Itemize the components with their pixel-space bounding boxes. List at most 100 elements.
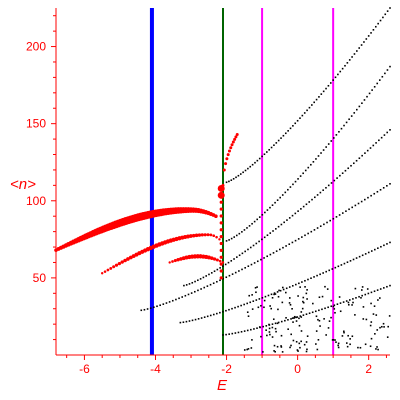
- black-point: [364, 293, 367, 296]
- black-point: [369, 324, 372, 327]
- black-point: [187, 293, 190, 296]
- red-point: [235, 132, 239, 136]
- black-point: [355, 257, 358, 259]
- black-point: [289, 127, 292, 130]
- black-point: [334, 76, 337, 79]
- black-point: [351, 335, 354, 338]
- black-point: [305, 203, 308, 206]
- red-point: [123, 258, 127, 263]
- black-point: [219, 311, 221, 314]
- black-point: [363, 99, 366, 101]
- black-point: [389, 183, 391, 185]
- black-point: [330, 140, 333, 142]
- black-point: [266, 151, 268, 153]
- black-point: [358, 295, 360, 298]
- black-point: [316, 274, 318, 277]
- black-point: [358, 255, 361, 258]
- black-point: [380, 136, 383, 139]
- black-point: [246, 311, 249, 314]
- x-tick-label: 2: [365, 362, 372, 376]
- black-point: [191, 281, 194, 284]
- black-point: [320, 93, 323, 95]
- black-point: [268, 148, 270, 151]
- black-point: [232, 178, 235, 180]
- black-point: [240, 330, 243, 333]
- black-point: [345, 121, 348, 124]
- black-point: [305, 313, 308, 316]
- black-point: [269, 333, 271, 336]
- black-point: [281, 301, 284, 304]
- black-point: [282, 134, 285, 137]
- black-point: [326, 221, 328, 224]
- red-point: [230, 143, 234, 147]
- black-point: [324, 307, 326, 310]
- black-point: [387, 325, 390, 328]
- black-point: [292, 339, 295, 342]
- red-point: [219, 200, 223, 204]
- black-point: [329, 82, 332, 84]
- black-point: [317, 318, 319, 321]
- black-point: [288, 243, 291, 245]
- black-point: [270, 146, 273, 149]
- black-point: [224, 263, 227, 266]
- black-point: [366, 95, 368, 98]
- black-point: [363, 41, 365, 43]
- black-point: [389, 129, 391, 131]
- red-points-group: [54, 132, 239, 280]
- black-point: [280, 345, 282, 347]
- red-point: [229, 146, 233, 150]
- black-point: [297, 350, 299, 352]
- black-point: [200, 317, 203, 319]
- black-point: [298, 317, 300, 320]
- black-point: [258, 157, 261, 160]
- black-point: [253, 262, 256, 264]
- black-point: [352, 298, 354, 300]
- black-point: [325, 186, 327, 189]
- black-point: [298, 342, 301, 345]
- black-point: [382, 322, 385, 325]
- black-point: [203, 316, 206, 318]
- black-point: [302, 296, 305, 299]
- black-point: [357, 346, 359, 349]
- black-point: [357, 202, 360, 205]
- black-point: [333, 137, 335, 139]
- black-point: [314, 196, 316, 199]
- black-point: [350, 164, 352, 167]
- black-point: [247, 315, 250, 317]
- black-point: [251, 222, 253, 225]
- black-point: [330, 316, 332, 319]
- black-point: [342, 301, 345, 303]
- black-point: [247, 265, 250, 267]
- x-tick-label: -6: [79, 362, 90, 376]
- black-point: [292, 183, 294, 186]
- black-point: [264, 295, 267, 298]
- black-point: [318, 96, 320, 98]
- black-point: [347, 301, 350, 304]
- black-point: [354, 287, 357, 290]
- black-point: [348, 59, 351, 61]
- black-point: [233, 236, 236, 238]
- black-point: [298, 282, 300, 285]
- black-point: [289, 186, 292, 188]
- black-point: [338, 130, 340, 133]
- black-point: [239, 173, 242, 175]
- black-point: [321, 295, 324, 298]
- black-point: [295, 283, 297, 286]
- black-point: [376, 346, 378, 348]
- black-point: [277, 295, 280, 298]
- black-point: [346, 261, 349, 264]
- black-point: [341, 172, 344, 174]
- black-point: [243, 330, 246, 332]
- black-point: [324, 285, 326, 288]
- black-point: [339, 310, 342, 313]
- black-point: [238, 254, 241, 257]
- black-point: [321, 308, 323, 311]
- black-point: [364, 253, 367, 255]
- x-tick-label: 0: [294, 362, 301, 376]
- black-point: [308, 201, 311, 203]
- black-point: [370, 32, 372, 34]
- black-points-group: [140, 7, 391, 353]
- black-point: [200, 288, 202, 290]
- black-point: [315, 158, 317, 160]
- black-point: [156, 305, 158, 308]
